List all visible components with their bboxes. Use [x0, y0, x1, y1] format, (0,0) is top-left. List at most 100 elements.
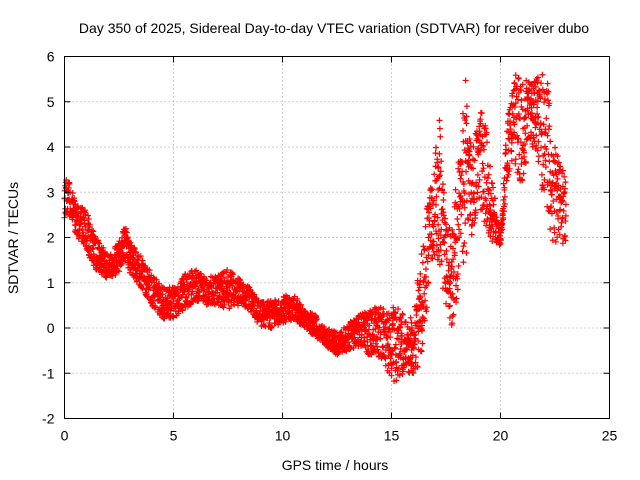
data-point: [561, 173, 568, 180]
data-point: [434, 256, 441, 263]
data-point: [188, 291, 195, 298]
data-point: [437, 247, 444, 254]
data-point: [546, 123, 553, 130]
data-point: [422, 297, 429, 304]
data-point: [398, 333, 405, 340]
data-point: [554, 234, 561, 241]
x-tick-label: 25: [602, 428, 618, 444]
data-point: [381, 354, 388, 361]
data-point: [414, 364, 421, 371]
data-point: [392, 341, 399, 348]
data-point: [459, 158, 466, 165]
tick-marks: [64, 56, 610, 419]
data-point: [416, 284, 423, 291]
data-point: [548, 203, 555, 210]
data-point: [437, 168, 444, 175]
data-point: [541, 99, 548, 106]
data-point: [407, 338, 414, 345]
data-point: [450, 311, 457, 318]
data-point: [457, 230, 464, 237]
data-point: [468, 180, 475, 187]
data-point: [472, 207, 479, 214]
data-point: [221, 301, 228, 308]
data-point: [419, 322, 426, 329]
data-point: [85, 212, 92, 219]
data-point: [122, 225, 129, 232]
data-point: [486, 187, 493, 194]
data-point: [446, 280, 453, 287]
data-point: [211, 293, 218, 300]
data-point: [463, 249, 470, 256]
data-point: [485, 171, 492, 178]
data-point: [152, 304, 159, 311]
data-point: [491, 211, 498, 218]
data-point: [267, 314, 274, 321]
data-point: [504, 160, 511, 167]
y-tick-label: 5: [47, 94, 55, 110]
data-point: [431, 251, 438, 258]
data-point: [475, 137, 482, 144]
data-point: [82, 211, 89, 218]
data-point: [478, 110, 485, 117]
data-point: [562, 201, 569, 208]
data-point: [80, 229, 87, 236]
data-point: [519, 81, 526, 88]
data-point: [442, 215, 449, 222]
data-point: [517, 115, 524, 122]
y-tick-label: 1: [47, 275, 55, 291]
data-point: [551, 229, 558, 236]
data-point: [79, 226, 86, 233]
data-point: [436, 117, 443, 124]
y-tick-labels: -2 -1 0 1 2 3 4 5 6: [42, 49, 55, 427]
data-point: [377, 304, 384, 311]
data-point: [465, 157, 472, 164]
data-point: [443, 300, 449, 307]
data-point: [552, 238, 559, 245]
data-point: [436, 125, 443, 132]
data-point: [532, 124, 539, 131]
data-point: [425, 252, 432, 259]
data-point: [484, 175, 491, 182]
data-point: [543, 115, 550, 122]
data-point: [90, 251, 97, 258]
data-point: [224, 266, 231, 273]
data-point: [423, 304, 430, 311]
data-point: [193, 267, 200, 274]
data-point: [512, 72, 519, 79]
data-point: [471, 157, 478, 164]
data-point: [425, 209, 432, 216]
data-point: [422, 223, 429, 230]
data-point: [559, 198, 566, 205]
data-point: [446, 259, 453, 266]
y-tick-label: 4: [47, 139, 55, 155]
data-point: [505, 171, 512, 178]
data-point: [562, 212, 569, 219]
data-point: [518, 161, 525, 168]
data-point: [131, 245, 138, 252]
data-point: [301, 307, 308, 314]
data-point: [541, 186, 548, 193]
data-point: [393, 358, 400, 365]
data-point: [438, 226, 445, 233]
data-point: [518, 97, 525, 104]
data-point: [435, 221, 442, 228]
data-point: [476, 176, 483, 183]
data-point: [438, 158, 445, 165]
data-point: [456, 234, 463, 241]
data-point: [541, 96, 548, 103]
data-point: [75, 235, 82, 242]
data-point: [313, 316, 320, 323]
data-point: [410, 344, 417, 351]
data-point: [517, 87, 524, 94]
y-tick-label: -2: [42, 411, 55, 427]
grid: [64, 56, 610, 419]
data-point: [338, 328, 345, 335]
data-point: [397, 324, 404, 331]
data-point: [449, 263, 456, 270]
data-point: [532, 83, 539, 90]
data-point: [454, 271, 461, 278]
data-point: [501, 200, 508, 207]
data-point: [454, 215, 461, 222]
data-point: [462, 77, 469, 84]
